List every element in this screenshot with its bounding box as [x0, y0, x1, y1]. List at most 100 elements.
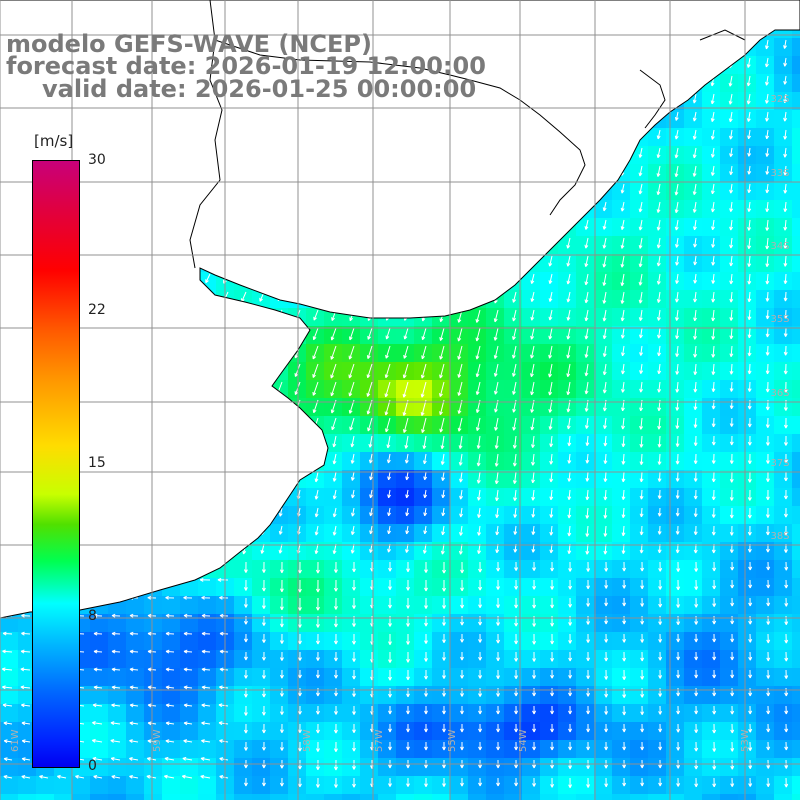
- wind-arrow: [243, 741, 248, 751]
- wind-arrow: [658, 615, 663, 625]
- wind-cell: [414, 560, 433, 579]
- wind-cell: [702, 650, 721, 669]
- wind-arrow: [675, 363, 680, 375]
- wind-arrow: [530, 291, 535, 303]
- wind-cell: [792, 398, 800, 417]
- wind-arrow: [747, 471, 752, 483]
- wind-cell: [180, 596, 199, 615]
- wind-cell: [630, 290, 649, 309]
- wind-arrow: [21, 775, 31, 779]
- wind-arrow: [496, 777, 501, 787]
- wind-cell: [414, 470, 433, 489]
- wind-arrow: [201, 649, 211, 654]
- wind-cell: [288, 596, 307, 615]
- wind-cell: [504, 542, 523, 561]
- wind-cell: [666, 650, 685, 669]
- wind-arrow: [333, 633, 338, 645]
- wind-cell: [702, 434, 721, 453]
- wind-cell: [360, 650, 379, 669]
- wind-arrow: [729, 489, 734, 501]
- wind-cell: [594, 470, 613, 489]
- wind-cell: [756, 506, 775, 525]
- wind-cell: [378, 704, 397, 723]
- wind-arrow: [622, 561, 627, 572]
- wind-arrow: [243, 615, 248, 625]
- wind-cell: [558, 524, 577, 543]
- wind-cell: [594, 326, 613, 345]
- wind-cell: [360, 524, 379, 543]
- wind-cell: [306, 614, 325, 633]
- wind-arrow: [495, 525, 500, 536]
- wind-cell: [684, 758, 703, 777]
- wind-arrow: [603, 525, 608, 537]
- wind-cell: [432, 632, 451, 651]
- wind-arrow: [441, 471, 446, 481]
- wind-cell: [414, 362, 433, 381]
- wind-cell: [612, 686, 631, 705]
- wind-cell: [486, 668, 505, 687]
- wind-cell: [684, 668, 703, 687]
- wind-cell: [666, 542, 685, 561]
- wind-arrow: [783, 237, 788, 249]
- wind-arrow: [765, 489, 770, 501]
- wind-arrow: [350, 525, 355, 535]
- wind-cell: [756, 524, 775, 543]
- wind-arrow: [312, 381, 319, 396]
- wind-arrow: [21, 631, 31, 636]
- wind-cell: [594, 722, 613, 741]
- wind-cell: [198, 758, 217, 777]
- wind-cell: [198, 722, 217, 741]
- wind-arrow: [315, 597, 320, 611]
- wind-cell: [612, 272, 631, 291]
- wind-cell: [558, 704, 577, 723]
- wind-cell: [792, 380, 800, 399]
- wind-arrow: [602, 291, 607, 304]
- wind-cell: [720, 758, 739, 777]
- wind-cell: [666, 794, 685, 800]
- wind-cell: [90, 650, 109, 669]
- wind-arrow: [604, 615, 609, 625]
- wind-cell: [450, 650, 469, 669]
- wind-arrow: [496, 579, 501, 590]
- wind-arrow: [201, 721, 211, 726]
- wind-cell: [594, 704, 613, 723]
- wind-cell: [756, 182, 775, 201]
- wind-cell: [270, 668, 289, 687]
- wind-arrow: [457, 381, 463, 396]
- wind-cell: [666, 488, 685, 507]
- wind-arrow: [279, 633, 284, 644]
- wind-arrow: [692, 201, 697, 213]
- wind-cell: [684, 578, 703, 597]
- wind-arrow: [658, 723, 663, 733]
- wind-cell: [0, 758, 19, 777]
- wind-arrow: [674, 129, 679, 140]
- wind-cell: [774, 110, 793, 129]
- wind-arrow: [459, 471, 463, 483]
- wind-cell: [180, 668, 199, 687]
- wind-cell: [522, 722, 541, 741]
- wind-arrow: [639, 381, 644, 393]
- wind-cell: [612, 632, 631, 651]
- wind-cell: [72, 776, 91, 795]
- wind-cell: [558, 614, 577, 633]
- wind-cell: [666, 308, 685, 327]
- wind-cell: [666, 110, 685, 129]
- wind-arrow: [639, 525, 644, 536]
- wind-arrow: [512, 435, 517, 449]
- wind-cell: [630, 542, 649, 561]
- wind-cell: [720, 614, 739, 633]
- wind-cell: [792, 416, 800, 435]
- wind-cell: [342, 758, 361, 777]
- wind-cell: [666, 254, 685, 273]
- wind-cell: [270, 776, 289, 795]
- valid-date: valid date: 2026-01-25 00:00:00: [42, 75, 477, 103]
- wind-arrow: [548, 309, 553, 321]
- wind-cell: [648, 182, 667, 201]
- wind-cell: [126, 596, 145, 615]
- wind-cell: [576, 488, 595, 507]
- wind-arrow: [219, 631, 229, 636]
- wind-cell: [234, 596, 253, 615]
- wind-cell: [504, 740, 523, 759]
- wind-arrow: [333, 561, 338, 573]
- wind-cell: [630, 452, 649, 471]
